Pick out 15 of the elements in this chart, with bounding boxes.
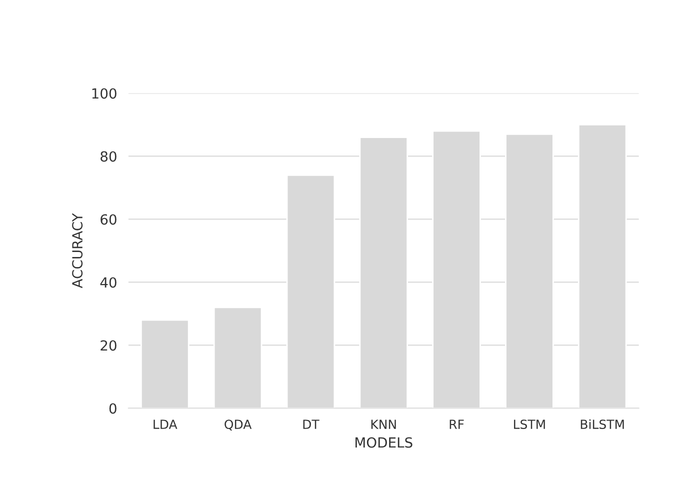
- x-tick-label: LSTM: [514, 420, 545, 430]
- x-axis-title: MODELS: [356, 437, 412, 448]
- y-tick-label: 20: [100, 340, 116, 351]
- y-axis-title: ACCURACY: [72, 213, 83, 288]
- x-tick-label: QDA: [224, 420, 252, 430]
- x-tick-label: BiLSTM: [580, 419, 624, 430]
- y-tick-label: 40: [100, 277, 116, 288]
- x-tick-label: LDA: [154, 420, 178, 429]
- y-tick-label: 80: [100, 151, 116, 162]
- y-tick-label: 100: [92, 88, 116, 99]
- y-tick-label: 0: [109, 403, 116, 414]
- x-tick-label: KNN: [371, 420, 396, 429]
- x-tick-label: DT: [303, 420, 320, 429]
- y-tick-label: 60: [100, 214, 116, 225]
- x-tick-label: RF: [450, 420, 464, 429]
